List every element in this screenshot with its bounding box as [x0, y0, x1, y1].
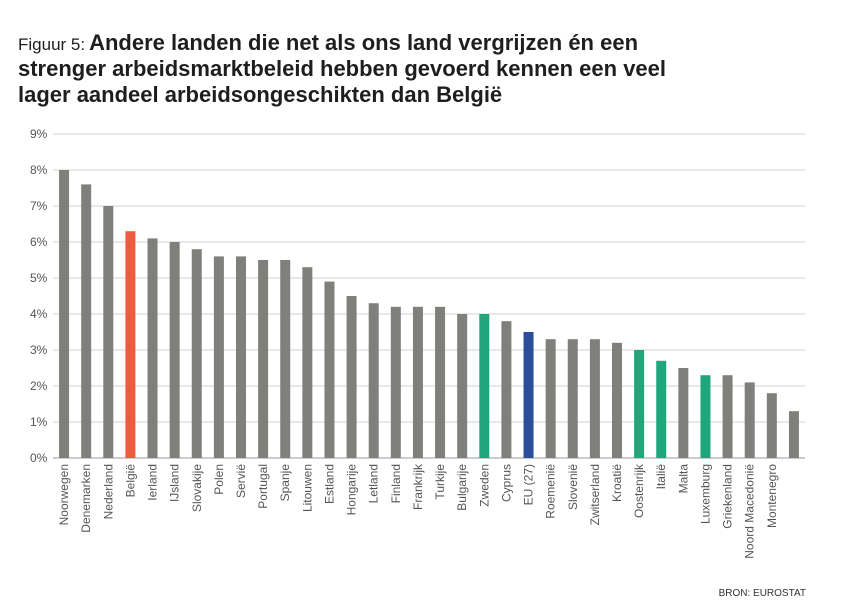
y-tick-label: 2%: [30, 379, 48, 393]
x-tick-label: Turkije: [433, 464, 447, 500]
x-tick-label: Italië: [654, 464, 668, 490]
y-tick-label: 4%: [30, 307, 48, 321]
y-tick-label: 1%: [30, 415, 48, 429]
x-tick-label: Zwitserland: [588, 464, 602, 525]
x-tick-label: Servië: [234, 464, 248, 498]
x-tick-label: Griekenland: [721, 464, 735, 529]
x-tick-label: Litouwen: [300, 464, 314, 512]
bar: [280, 260, 291, 458]
x-tick-label: Kroatië: [610, 464, 624, 502]
bar: [656, 360, 667, 458]
x-tick-label: Oostenrijk: [632, 463, 646, 518]
bar: [744, 382, 755, 458]
y-tick-label: 0%: [30, 451, 48, 465]
source: BRON: EUROSTAT: [719, 588, 806, 599]
bar: [700, 375, 711, 458]
x-tick-label: Portugal: [256, 464, 270, 509]
bar: [191, 249, 202, 458]
bar: [435, 306, 446, 458]
bar: [213, 256, 224, 458]
bar: [545, 339, 556, 458]
bar: [125, 231, 136, 458]
x-tick-label: Roemenië: [544, 464, 558, 519]
bar: [523, 332, 534, 458]
bar: [324, 281, 335, 458]
x-tick-label: Spanje: [278, 464, 292, 502]
x-tick-label: België: [123, 464, 137, 498]
x-tick-label: Montenegro: [765, 464, 779, 528]
x-tick-label: Cyprus: [499, 464, 513, 502]
bar: [81, 184, 92, 458]
x-tick-label: Noorwegen: [57, 464, 71, 525]
x-tick-label: Slovenië: [566, 464, 580, 510]
bar: [302, 267, 313, 458]
x-tick-label: EU (27): [522, 464, 536, 505]
bar: [169, 242, 180, 458]
chart-title: Figuur 5: Andere landen die net als ons l…: [18, 30, 638, 55]
y-tick-label: 5%: [30, 271, 48, 285]
bar: [346, 296, 357, 458]
x-tick-label: Zweden: [477, 464, 491, 507]
bar: [722, 375, 733, 458]
title-prefix: Figuur 5:: [18, 35, 85, 54]
x-tick-label: Frankrijk: [411, 463, 425, 510]
bar: [258, 260, 269, 458]
bar: [678, 368, 689, 458]
bar: [788, 411, 799, 458]
y-tick-label: 3%: [30, 343, 48, 357]
title-line: lager aandeel arbeidsongeschikten dan Be…: [18, 82, 502, 107]
bar: [59, 170, 70, 458]
bar: [589, 339, 600, 458]
x-tick-label: Ierland: [146, 464, 160, 501]
x-tick-label: Denemarken: [79, 464, 93, 533]
bar: [147, 238, 158, 458]
x-tick-label: Bulgarije: [455, 464, 469, 511]
bar: [368, 303, 379, 458]
title-line: strenger arbeidsmarktbeleid hebben gevoe…: [18, 56, 666, 81]
x-tick-label: Nederland: [101, 464, 115, 519]
bar: [390, 306, 401, 458]
y-tick-label: 8%: [30, 163, 48, 177]
bar: [766, 393, 777, 458]
x-tick-label: Estland: [322, 464, 336, 504]
x-tick-label: IJsland: [168, 464, 182, 502]
bar: [103, 206, 114, 458]
x-tick-label: Letland: [367, 464, 381, 503]
bar: [479, 314, 490, 458]
bar: [612, 342, 622, 458]
bar: [236, 256, 246, 458]
x-tick-label: Hongarije: [345, 464, 359, 516]
bar: [567, 339, 578, 458]
x-tick-label: Slovakije: [190, 464, 204, 512]
title-line: Andere landen die net als ons land vergr…: [89, 30, 638, 55]
bar: [634, 350, 645, 458]
x-tick-label: Malta: [676, 464, 690, 494]
x-tick-label: Luxemburg: [698, 464, 712, 524]
y-tick-label: 6%: [30, 235, 48, 249]
bar: [412, 306, 423, 458]
y-tick-label: 7%: [30, 199, 48, 213]
x-tick-label: Polen: [212, 464, 226, 495]
x-tick-label: Noord Macedonië: [743, 464, 757, 559]
bar: [457, 314, 468, 458]
bar: [501, 321, 512, 458]
x-tick-label: Finland: [389, 464, 403, 503]
y-tick-label: 9%: [30, 127, 48, 141]
